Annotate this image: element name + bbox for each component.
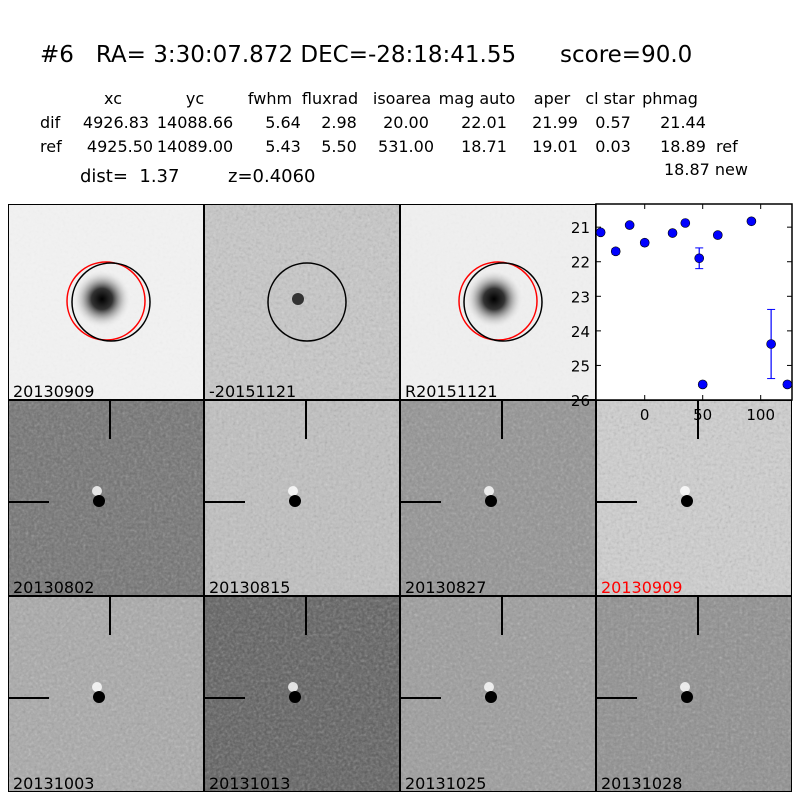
x-tick-label: 50 xyxy=(693,406,712,424)
column-header: fluxrad xyxy=(301,89,359,108)
data-point xyxy=(624,220,635,230)
cutout-image: 20131025 xyxy=(400,596,596,792)
data-point xyxy=(782,379,793,390)
data-point xyxy=(766,339,776,349)
new-mag: 18.87 new xyxy=(664,160,748,179)
cell-value: 20.00 xyxy=(383,113,429,132)
crosshair-vertical xyxy=(109,597,111,635)
cutout-date-label: -20151121 xyxy=(209,382,297,400)
x-tick-label: 100 xyxy=(746,406,775,424)
row-label: dif xyxy=(40,113,61,132)
cutout-date-label: 20131013 xyxy=(209,774,291,792)
crosshair-horizontal xyxy=(597,501,637,503)
light-curve-plot: 21 22 23 24 25 26 0 50 100 xyxy=(571,203,793,424)
cutout-image: R20151121 xyxy=(400,204,596,400)
crosshair-vertical xyxy=(109,401,111,439)
crosshair-horizontal xyxy=(205,697,245,699)
column-header: cl star xyxy=(585,89,635,108)
cell-value: 0.57 xyxy=(595,113,631,132)
crosshair-horizontal xyxy=(205,501,245,503)
data-point xyxy=(667,228,678,238)
cutout-date-label: 20131003 xyxy=(13,774,95,792)
column-header: phmag xyxy=(642,89,698,108)
y-tick-label: 22 xyxy=(571,254,590,272)
cutout-date-label: R20151121 xyxy=(405,382,498,400)
cutout-date-label: 20130815 xyxy=(209,578,291,596)
cutout-date-label: 20130909 xyxy=(601,578,683,596)
cell-value: 5.43 xyxy=(265,137,301,156)
cutout-date-label: 20130802 xyxy=(13,578,95,596)
crosshair-horizontal xyxy=(597,697,637,699)
cutout-image: 20130909 xyxy=(596,400,792,596)
cell-value: 21.99 xyxy=(532,113,578,132)
crosshair-vertical xyxy=(697,401,699,439)
cell-value: 19.01 xyxy=(532,137,578,156)
y-tick-label: 21 xyxy=(571,219,590,237)
cell-value: 2.98 xyxy=(321,113,357,132)
cell-value: 4926.83 xyxy=(82,113,150,132)
y-tick-label: 23 xyxy=(571,288,590,306)
cell-value: 21.44 xyxy=(660,113,706,132)
cutout-image: 20130815 xyxy=(204,400,400,596)
cutout-image: 20130802 xyxy=(8,400,204,596)
candidate-title: #6 RA= 3:30:07.872 DEC=-28:18:41.55 scor… xyxy=(40,42,693,68)
data-point xyxy=(712,230,723,240)
plot-frame xyxy=(595,203,793,401)
data-point xyxy=(697,379,708,390)
cell-value: 18.89 xyxy=(660,137,706,156)
cell-value: 14089.00 xyxy=(156,137,234,156)
cell-value: 18.71 xyxy=(461,137,507,156)
cell-value: 5.64 xyxy=(265,113,301,132)
row-note: ref xyxy=(716,137,738,156)
data-point xyxy=(694,253,705,264)
data-point xyxy=(610,246,621,257)
column-header: aper xyxy=(533,89,571,108)
data-point xyxy=(595,227,606,238)
cutout-image: -20151121 xyxy=(204,204,400,400)
redshift-value: z=0.4060 xyxy=(228,166,316,187)
crosshair-vertical xyxy=(501,597,503,635)
cutout-image: 20131013 xyxy=(204,596,400,792)
cutout-image: 20131003 xyxy=(8,596,204,792)
dist-value: dist= 1.37 xyxy=(80,166,180,187)
column-header: fwhm xyxy=(247,89,293,108)
data-point xyxy=(639,237,650,248)
cutout-image: 20131028 xyxy=(596,596,792,792)
cutout-image: 20130827 xyxy=(400,400,596,596)
x-tick-label: 0 xyxy=(640,406,650,424)
cutout-date-label: 20130827 xyxy=(405,578,487,596)
cell-value: 4925.50 xyxy=(86,137,154,156)
column-header: xc xyxy=(104,89,122,108)
cutout-date-label: 20130909 xyxy=(13,382,95,400)
column-header: yc xyxy=(185,89,205,108)
row-label: ref xyxy=(40,137,62,156)
cell-value: 5.50 xyxy=(321,137,357,156)
cell-value: 531.00 xyxy=(378,137,434,156)
crosshair-vertical xyxy=(697,597,699,635)
crosshair-vertical xyxy=(305,597,307,635)
y-tick-label: 24 xyxy=(571,323,590,341)
y-tick-label: 26 xyxy=(571,392,590,410)
cell-value: 0.03 xyxy=(595,137,631,156)
crosshair-horizontal xyxy=(401,697,441,699)
column-header: isoarea xyxy=(372,89,432,108)
crosshair-horizontal xyxy=(401,501,441,503)
cutout-date-label: 20131025 xyxy=(405,774,487,792)
crosshair-vertical xyxy=(305,401,307,439)
column-header: mag auto xyxy=(438,89,516,108)
cutout-image: 20130909 xyxy=(8,204,204,400)
crosshair-horizontal xyxy=(9,697,49,699)
cell-value: 22.01 xyxy=(461,113,507,132)
y-tick-label: 25 xyxy=(571,357,590,375)
data-point xyxy=(746,216,757,227)
crosshair-horizontal xyxy=(9,501,49,503)
cell-value: 14088.66 xyxy=(156,113,234,132)
cutout-date-label: 20131028 xyxy=(601,774,683,792)
crosshair-vertical xyxy=(501,401,503,439)
data-point xyxy=(680,218,691,228)
